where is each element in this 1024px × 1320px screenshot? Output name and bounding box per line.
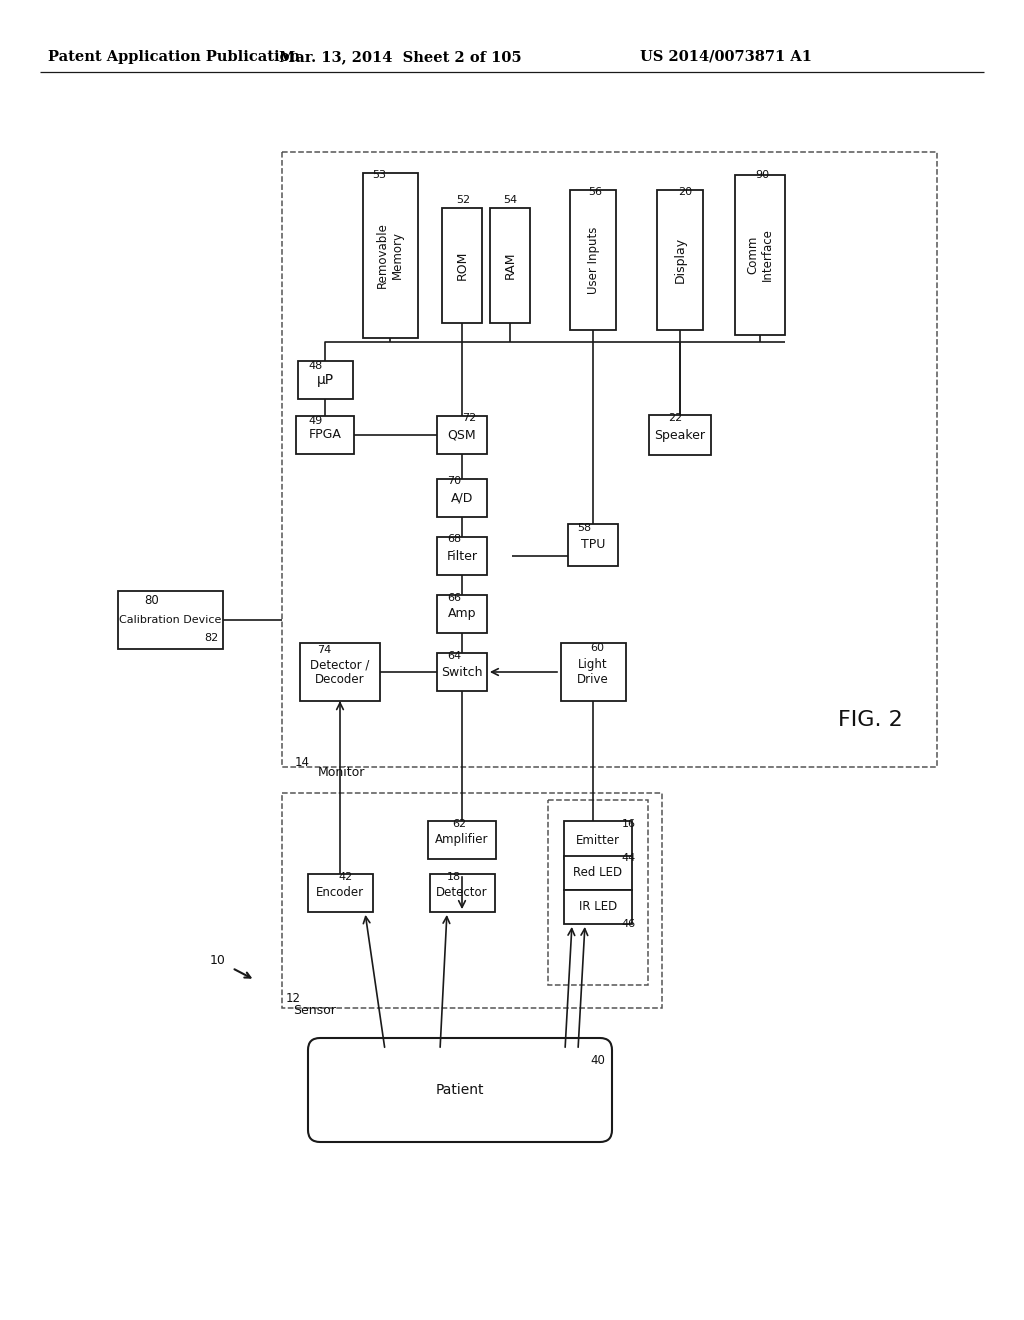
Text: Sensor: Sensor [293,1003,336,1016]
Text: 44: 44 [621,853,635,863]
Text: QSM: QSM [447,429,476,441]
Bar [437,416,487,454]
Text: 60: 60 [590,643,604,653]
Text: A/D: A/D [451,491,473,504]
Text: 56: 56 [588,187,602,197]
Bar [657,190,703,330]
Text: 68: 68 [447,535,461,544]
Bar [428,821,496,859]
Text: 40: 40 [590,1053,605,1067]
Bar [437,537,487,576]
Bar [362,173,418,338]
Text: 46: 46 [621,919,635,929]
Bar [490,207,530,322]
Bar [118,591,222,649]
Text: 54: 54 [503,195,517,205]
Text: 52: 52 [456,195,470,205]
Text: 66: 66 [447,593,461,603]
Text: Display: Display [674,236,686,282]
Text: Encoder: Encoder [316,887,365,899]
Text: 22: 22 [668,413,682,422]
Text: 10: 10 [210,953,226,966]
Bar [442,207,482,322]
Text: 70: 70 [447,477,461,486]
Bar [307,874,373,912]
Bar [649,414,711,455]
Text: Detector: Detector [436,887,487,899]
Text: Mar. 13, 2014  Sheet 2 of 105: Mar. 13, 2014 Sheet 2 of 105 [279,50,521,63]
Text: FIG. 2: FIG. 2 [838,710,902,730]
Bar [437,479,487,517]
Text: 74: 74 [317,645,331,655]
Bar [282,152,937,767]
Text: Calibration Device: Calibration Device [119,615,221,624]
Text: Detector /
Decoder: Detector / Decoder [310,657,370,686]
Text: ROM: ROM [456,251,469,280]
Text: Patient: Patient [436,1082,484,1097]
Text: Light
Drive: Light Drive [578,657,609,686]
Bar [564,821,632,859]
Bar [564,890,632,924]
Text: 58: 58 [577,523,591,533]
Text: 64: 64 [447,651,461,661]
Bar [570,190,616,330]
Bar [298,360,352,399]
Text: 82: 82 [204,634,218,643]
Text: 48: 48 [308,360,323,371]
Text: 62: 62 [452,818,466,829]
Bar [437,653,487,690]
Text: TPU: TPU [581,539,605,552]
Text: US 2014/0073871 A1: US 2014/0073871 A1 [640,50,812,63]
Text: Emitter: Emitter [575,833,620,846]
Bar [282,793,662,1008]
Text: IR LED: IR LED [579,900,617,913]
Bar [560,643,626,701]
Text: μP: μP [316,374,334,387]
Bar [429,874,495,912]
Bar [296,416,354,454]
Text: Speaker: Speaker [654,429,706,441]
Text: FPGA: FPGA [308,429,341,441]
Text: 72: 72 [462,413,476,422]
Text: RAM: RAM [504,251,516,279]
Text: 53: 53 [372,170,386,180]
Text: Filter: Filter [446,549,477,562]
Text: 42: 42 [338,873,352,882]
Text: 80: 80 [144,594,159,606]
Bar [564,855,632,890]
Text: 49: 49 [308,416,323,426]
Bar [548,800,648,985]
Text: Comm
Interface: Comm Interface [746,228,774,281]
Text: 12: 12 [286,993,301,1006]
Bar [735,176,785,335]
Text: Switch: Switch [441,665,482,678]
Text: 20: 20 [678,187,692,197]
Text: 14: 14 [295,755,310,768]
Bar [437,595,487,634]
Text: User Inputs: User Inputs [587,226,599,293]
Bar [568,524,618,566]
Text: 18: 18 [447,873,461,882]
Text: Patent Application Publication: Patent Application Publication [48,50,300,63]
Text: Amp: Amp [447,607,476,620]
Text: Removable
Memory: Removable Memory [376,222,404,288]
Text: 90: 90 [755,170,769,180]
FancyBboxPatch shape [308,1038,612,1142]
Bar [300,643,380,701]
Text: Monitor: Monitor [318,767,366,780]
Text: 16: 16 [622,818,636,829]
Text: Red LED: Red LED [573,866,623,879]
Text: Amplifier: Amplifier [435,833,488,846]
